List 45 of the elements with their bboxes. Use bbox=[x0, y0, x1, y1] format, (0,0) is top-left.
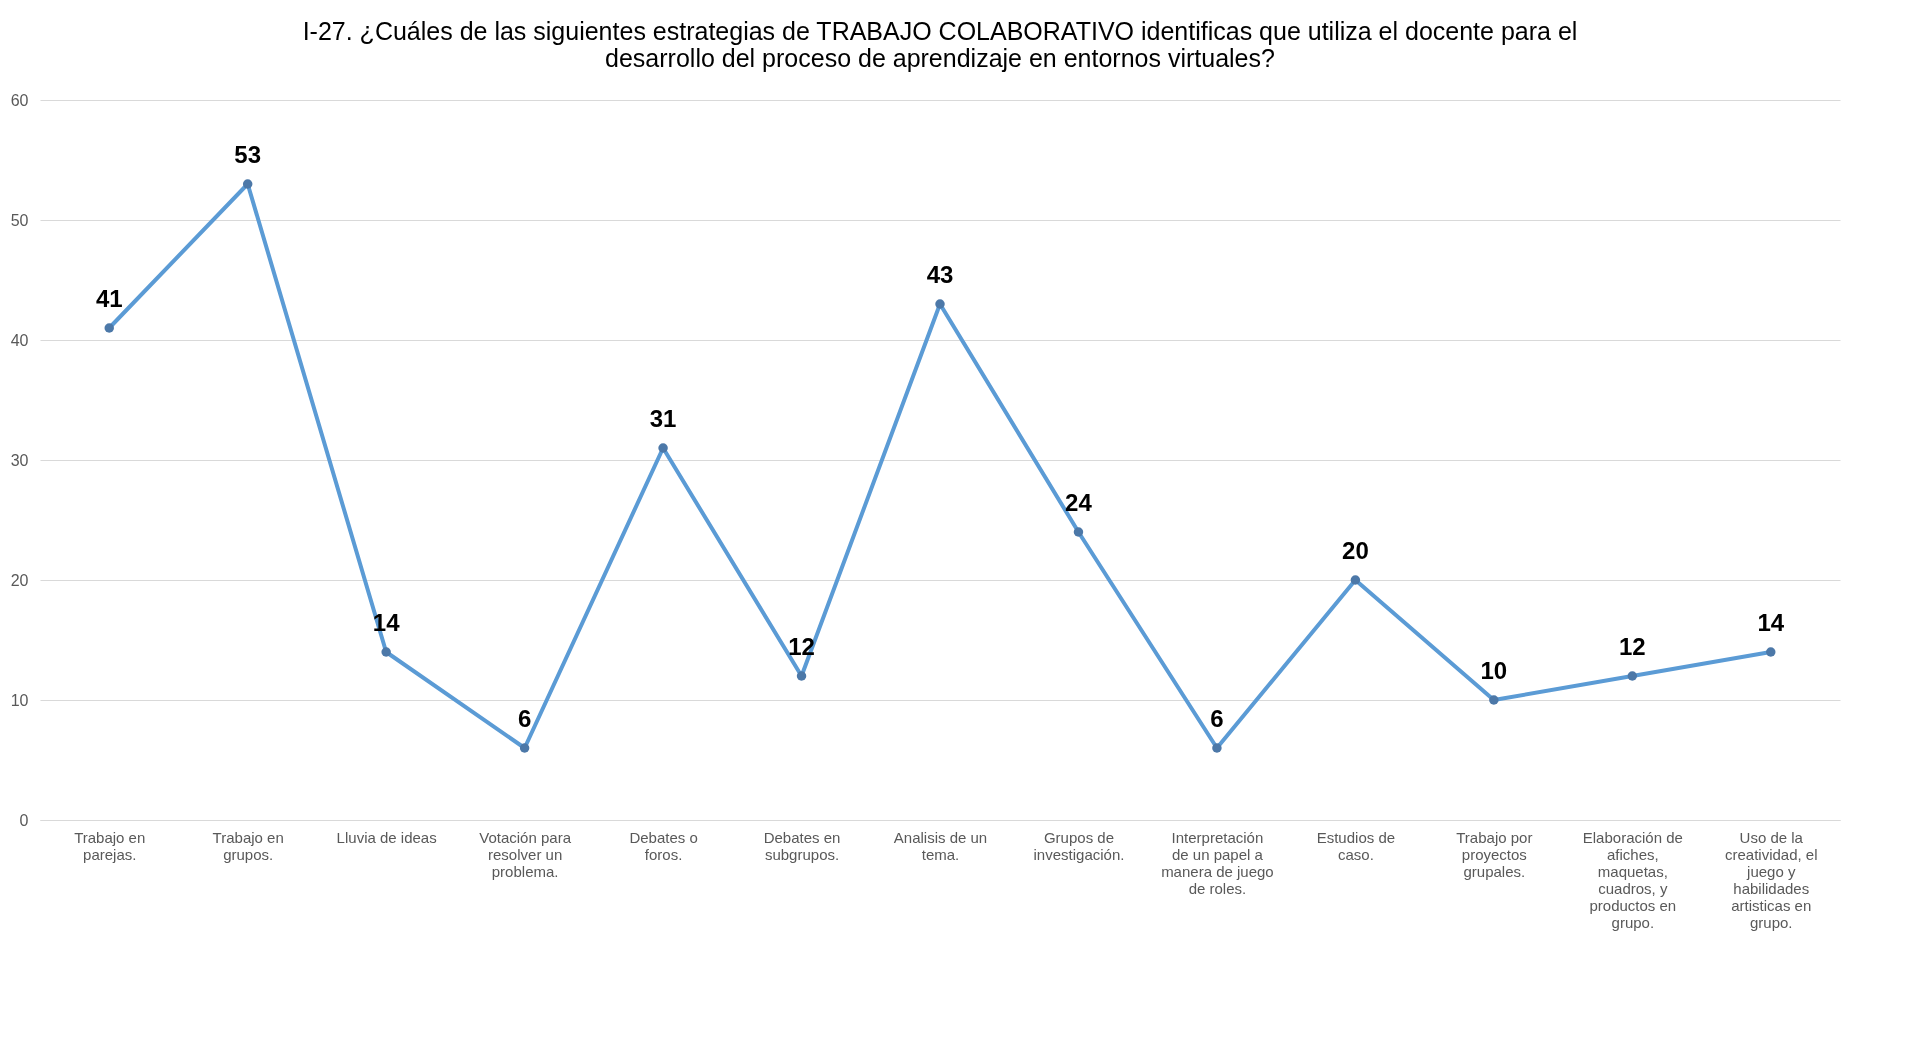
chart-title: I-27. ¿Cuáles de las siguientes estrategias de TRABAJO COLABORATIVO identificas que utiliza el docente para el desarrollo del proceso de aprendizaje en entornos virtuales? bbox=[302, 17, 1578, 72]
y-tick-label: 40 bbox=[10, 331, 29, 349]
x-tick-label: Votación para resolver un problema. bbox=[479, 828, 572, 880]
point bbox=[935, 299, 945, 309]
point bbox=[1766, 647, 1776, 657]
point bbox=[1350, 575, 1361, 585]
point bbox=[1073, 527, 1084, 537]
point bbox=[658, 443, 668, 453]
x-tick-label: Debates o foros. bbox=[629, 828, 698, 863]
x-tick-label: Trabajo en grupos. bbox=[212, 828, 284, 863]
y-tick-label: 10 bbox=[10, 691, 29, 709]
point bbox=[242, 179, 253, 189]
point bbox=[104, 323, 114, 333]
x-tick-label: Uso de la creatividad, el juego y habilidades artisticas en grupo. bbox=[1724, 828, 1818, 931]
x-tick-label: Trabajo por proyectos grupales. bbox=[1456, 828, 1533, 880]
data-label: 24 bbox=[1065, 489, 1093, 516]
y-tick-label: 60 bbox=[10, 91, 29, 109]
x-tick-label: Estudios de caso. bbox=[1316, 828, 1396, 863]
data-label: 12 bbox=[1618, 633, 1646, 660]
y-tick-label: 0 bbox=[19, 811, 29, 829]
point bbox=[796, 671, 807, 681]
point bbox=[519, 743, 530, 753]
x-tick-label: Trabajo en parejas. bbox=[74, 828, 146, 863]
point bbox=[381, 647, 391, 657]
x-tick-label: Elaboración de afiches, maquetas, cuadros, y productos en grupo. bbox=[1582, 828, 1683, 931]
point bbox=[1489, 695, 1499, 705]
x-tick-label: Interpretación de un papel a manera de juego de roles. bbox=[1161, 828, 1274, 897]
data-label: 43 bbox=[926, 261, 954, 288]
data-label: 53 bbox=[234, 141, 262, 168]
x-tick-label: Debates en subgrupos. bbox=[763, 828, 841, 863]
data-label: 41 bbox=[95, 285, 123, 312]
x-tick-label: Lluvia de ideas bbox=[336, 828, 437, 846]
x-tick-label: Analisis de un tema. bbox=[893, 828, 988, 863]
y-tick-label: 20 bbox=[10, 571, 29, 589]
y-tick-label: 30 bbox=[10, 451, 29, 469]
y-tick-label: 50 bbox=[10, 211, 29, 229]
point bbox=[1212, 743, 1222, 753]
data-label: 20 bbox=[1342, 537, 1369, 564]
data-label: 10 bbox=[1480, 657, 1508, 684]
data-label: 31 bbox=[649, 405, 677, 432]
x-tick-label: Grupos de investigación. bbox=[1033, 828, 1125, 863]
data-label: 6 bbox=[1210, 705, 1224, 732]
data-label: 6 bbox=[517, 705, 532, 732]
point bbox=[1627, 671, 1638, 681]
data-label: 14 bbox=[1757, 609, 1785, 636]
